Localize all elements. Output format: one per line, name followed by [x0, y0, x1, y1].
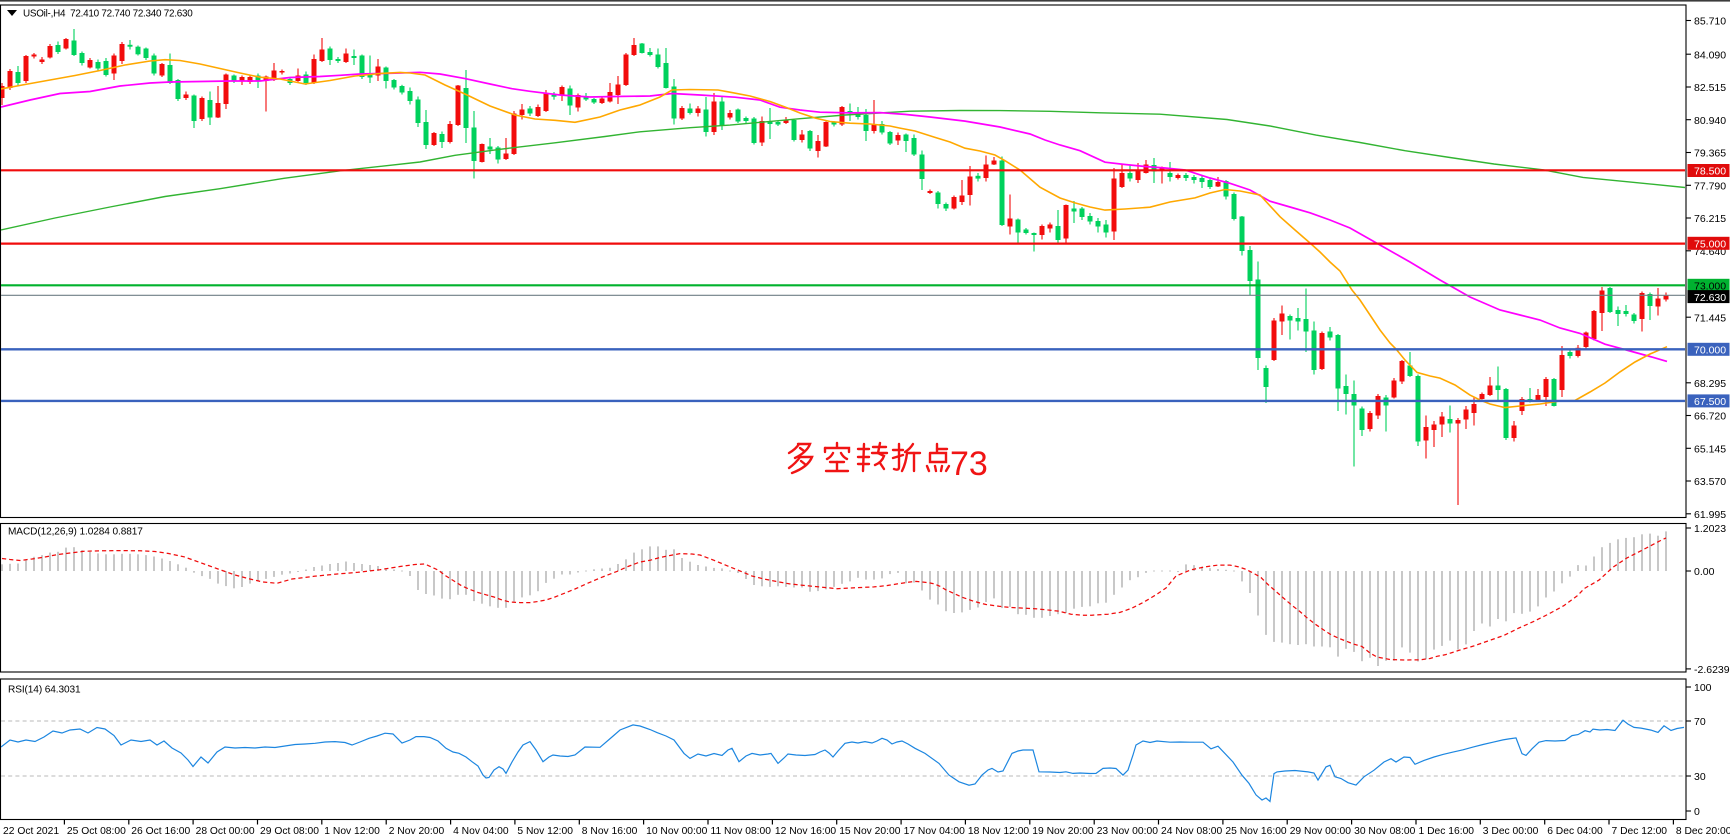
svg-text:18 Nov 12:00: 18 Nov 12:00 [968, 826, 1030, 837]
svg-text:71.445: 71.445 [1694, 312, 1726, 324]
svg-text:5 Nov 12:00: 5 Nov 12:00 [517, 826, 573, 837]
svg-text:1 Nov 12:00: 1 Nov 12:00 [324, 826, 380, 837]
svg-text:29 Oct 08:00: 29 Oct 08:00 [260, 826, 319, 837]
svg-text:29 Nov 00:00: 29 Nov 00:00 [1290, 826, 1352, 837]
svg-text:15 Nov 20:00: 15 Nov 20:00 [839, 826, 901, 837]
svg-text:6 Dec 04:00: 6 Dec 04:00 [1547, 826, 1603, 837]
svg-text:67.500: 67.500 [1694, 396, 1726, 408]
svg-text:0: 0 [1694, 806, 1700, 818]
svg-text:25 Nov 16:00: 25 Nov 16:00 [1225, 826, 1287, 837]
svg-text:77.790: 77.790 [1694, 181, 1726, 193]
svg-text:USOil-,H4 72.410 72.740 72.34: USOil-,H4 72.410 72.740 72.340 72.630 [23, 9, 193, 20]
svg-text:26 Oct 16:00: 26 Oct 16:00 [131, 826, 190, 837]
svg-text:68.295: 68.295 [1694, 378, 1726, 390]
svg-text:19 Nov 20:00: 19 Nov 20:00 [1032, 826, 1094, 837]
svg-text:70.000: 70.000 [1694, 345, 1726, 357]
svg-text:28 Oct 00:00: 28 Oct 00:00 [196, 826, 255, 837]
svg-text:-2.6239: -2.6239 [1694, 664, 1730, 676]
svg-text:70: 70 [1694, 716, 1706, 728]
svg-text:76.215: 76.215 [1694, 213, 1726, 225]
svg-text:8 Dec 20:00: 8 Dec 20:00 [1676, 826, 1730, 837]
svg-text:7 Dec 12:00: 7 Dec 12:00 [1612, 826, 1668, 837]
svg-text:1.2023: 1.2023 [1694, 523, 1726, 535]
svg-text:84.090: 84.090 [1694, 49, 1726, 61]
svg-text:100: 100 [1694, 682, 1712, 694]
svg-text:8 Nov 16:00: 8 Nov 16:00 [582, 826, 638, 837]
svg-text:3 Dec 00:00: 3 Dec 00:00 [1483, 826, 1539, 837]
svg-text:75.000: 75.000 [1694, 239, 1726, 251]
svg-text:17 Nov 04:00: 17 Nov 04:00 [904, 826, 966, 837]
svg-text:72.630: 72.630 [1694, 292, 1726, 304]
svg-text:22 Oct 2021: 22 Oct 2021 [3, 826, 59, 837]
svg-text:61.995: 61.995 [1694, 509, 1726, 521]
svg-text:85.710: 85.710 [1694, 16, 1726, 28]
svg-text:MACD(12,26,9) 1.0284 0.8817: MACD(12,26,9) 1.0284 0.8817 [8, 527, 143, 538]
svg-text:73: 73 [950, 445, 988, 483]
svg-text:0.00: 0.00 [1694, 566, 1715, 578]
svg-text:2 Nov 20:00: 2 Nov 20:00 [389, 826, 445, 837]
svg-text:73.000: 73.000 [1694, 281, 1726, 293]
svg-text:10 Nov 00:00: 10 Nov 00:00 [646, 826, 708, 837]
svg-text:65.145: 65.145 [1694, 444, 1726, 456]
svg-text:82.515: 82.515 [1694, 82, 1726, 94]
svg-text:1 Dec 16:00: 1 Dec 16:00 [1419, 826, 1475, 837]
svg-text:30 Nov 08:00: 30 Nov 08:00 [1354, 826, 1416, 837]
svg-text:30: 30 [1694, 771, 1706, 783]
svg-text:78.500: 78.500 [1694, 166, 1726, 178]
svg-text:63.570: 63.570 [1694, 476, 1726, 488]
svg-text:24 Nov 08:00: 24 Nov 08:00 [1161, 826, 1223, 837]
svg-text:66.720: 66.720 [1694, 411, 1726, 423]
svg-text:79.365: 79.365 [1694, 148, 1726, 160]
svg-text:RSI(14) 64.3031: RSI(14) 64.3031 [8, 685, 81, 696]
svg-text:23 Nov 00:00: 23 Nov 00:00 [1097, 826, 1159, 837]
svg-text:11 Nov 08:00: 11 Nov 08:00 [711, 826, 772, 837]
svg-text:80.940: 80.940 [1694, 115, 1726, 127]
svg-text:4 Nov 04:00: 4 Nov 04:00 [453, 826, 509, 837]
svg-text:12 Nov 16:00: 12 Nov 16:00 [775, 826, 837, 837]
svg-text:25 Oct 08:00: 25 Oct 08:00 [67, 826, 126, 837]
